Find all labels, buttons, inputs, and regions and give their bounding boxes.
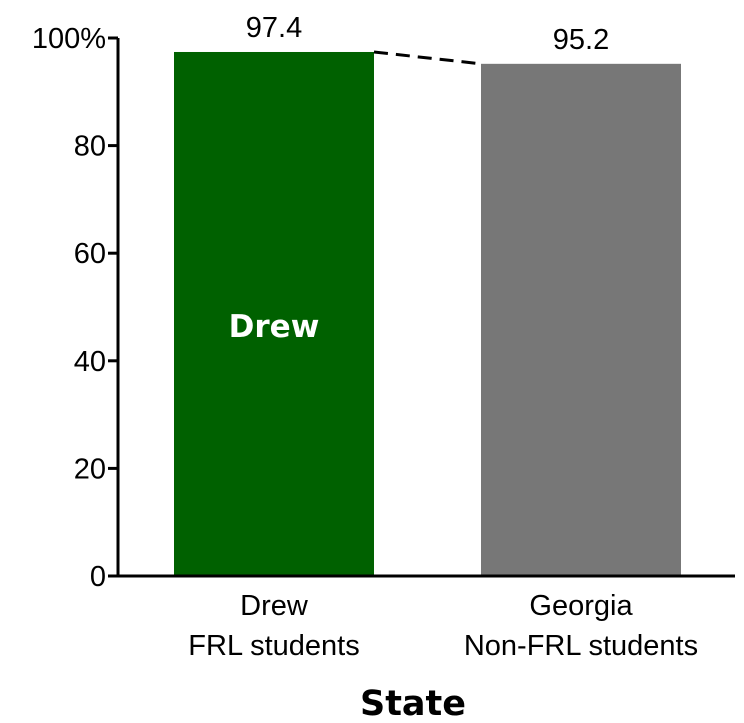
y-axis: 0 20 40 60 80 100%	[32, 23, 735, 593]
y-tick-label-100%: 100%	[32, 23, 106, 55]
category-label-1-line-2: FRL students	[188, 630, 359, 662]
y-tick-label-0: 0	[90, 561, 106, 593]
category-label-1-line-1: Drew	[240, 590, 309, 622]
y-tick-label-20: 20	[74, 453, 106, 485]
labels-layer: 97.4 Drew FRL students Drew 95.2 Georgia Non-F…	[188, 12, 698, 662]
y-tick-label-40: 40	[74, 346, 106, 378]
bar-2	[481, 63, 681, 577]
y-tick-label-60: 60	[74, 238, 106, 270]
x-axis-title: State	[360, 684, 466, 723]
category-label-2-line-1: Georgia	[529, 590, 633, 622]
y-tick-label-80: 80	[74, 131, 106, 163]
bars-layer	[174, 50, 681, 577]
category-label-2-line-2: Non-FRL students	[464, 630, 698, 662]
in-bar-label-1: Drew	[229, 309, 320, 345]
bar-1	[174, 51, 374, 577]
value-label-1: 97.4	[246, 12, 302, 44]
dashed-connector	[373, 50, 482, 66]
value-label-2: 95.2	[553, 24, 609, 56]
